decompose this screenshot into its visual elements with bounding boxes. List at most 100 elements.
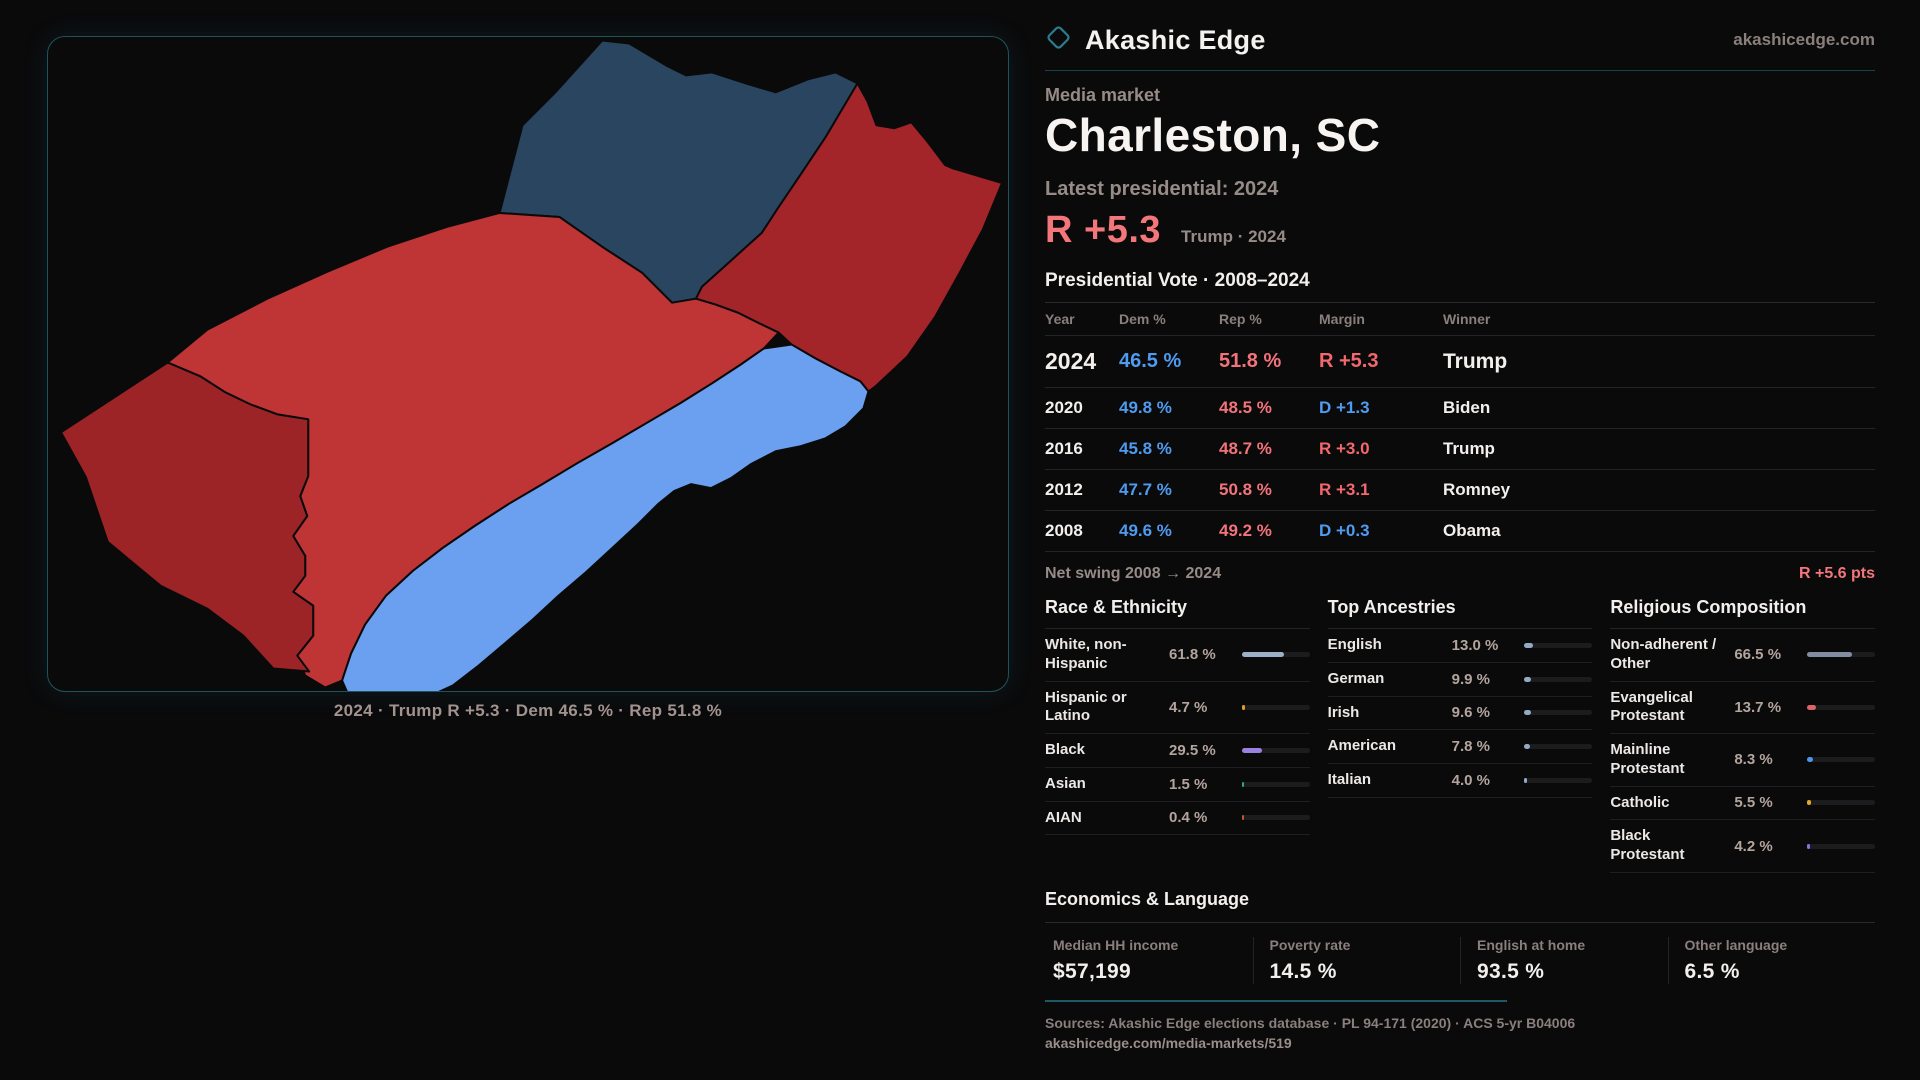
stat-label: Irish: [1327, 703, 1360, 721]
stat-bar-fill: [1524, 710, 1531, 716]
demographics-columns: Race & Ethnicity White, non-Hispanic 61.8 …: [1045, 597, 1875, 873]
vote-row-2024: 2024 46.5 % 51.8 % R +5.3 Trump: [1045, 336, 1875, 388]
economics-stat-label: Poverty rate: [1269, 936, 1351, 953]
cell: 50.8 %: [1219, 480, 1272, 499]
economics-stat-value: 6.5 %: [1684, 959, 1740, 983]
stat-row: American 7.8 %: [1327, 730, 1593, 764]
cell: Biden: [1443, 398, 1491, 417]
stat-value: 1.5 %: [1169, 775, 1208, 793]
stat-value: 9.6 %: [1451, 704, 1491, 722]
stat-label: Italian: [1327, 771, 1372, 788]
economics-stat-value: 14.5 %: [1269, 959, 1337, 983]
latest-presidential-label: Latest presidential: 2024: [1045, 178, 1279, 200]
stat-bar-track: [1806, 652, 1875, 658]
stat-value: 61.8 %: [1169, 646, 1216, 664]
vote-row-2008: 2008 49.6 % 49.2 % D +0.3 Obama: [1045, 511, 1875, 552]
kicker-label: Media market: [1045, 85, 1161, 105]
stat-row: Asian 1.5 %: [1045, 768, 1310, 802]
cell: R +5.3: [1319, 350, 1379, 372]
column-header: Year: [1045, 311, 1075, 327]
vote-row-2012: 2012 47.7 % 50.8 % R +3.1 Romney: [1045, 470, 1875, 511]
stat-label: Asian: [1045, 774, 1086, 792]
vote-row-2016: 2016 45.8 % 48.7 % R +3.0 Trump: [1045, 429, 1875, 470]
stat-value: 4.2 %: [1734, 837, 1773, 855]
economics-stat: Poverty rate 14.5 %: [1252, 936, 1461, 984]
stat-bar-track: [1241, 781, 1310, 787]
header: Akashic Edge akashicedge.com: [1045, 24, 1875, 71]
economics-stats-row: Median HH income $57,199 Poverty rate 14.5 …: [1045, 923, 1875, 1000]
stat-bar-track: [1524, 744, 1593, 750]
vote-table-title: Presidential Vote · 2008–2024: [1045, 270, 1875, 303]
permalink-link[interactable]: akashicedge.com/media-markets/519: [1045, 1034, 1292, 1051]
map-caption: 2024 · Trump R +5.3 · Dem 46.5 % · Rep 5…: [333, 701, 723, 720]
economics-stat-label: English at home: [1477, 936, 1586, 953]
stat-bar-fill: [1806, 652, 1853, 658]
stat-bar-fill: [1806, 704, 1817, 710]
stat-bar-fill: [1241, 652, 1284, 658]
economics-stat: Median HH income $57,199: [1045, 937, 1253, 984]
stat-bar-fill: [1806, 757, 1813, 763]
stat-label: Catholic: [1610, 793, 1670, 811]
cell: 46.5 %: [1119, 350, 1182, 372]
stat-bar-fill: [1241, 704, 1245, 710]
stat-bar-fill: [1524, 744, 1530, 750]
cell: Trump: [1443, 439, 1495, 458]
stat-value: 4.0 %: [1451, 771, 1491, 789]
economics-title: Economics & Language: [1045, 889, 1875, 923]
cell: D +0.3: [1319, 521, 1370, 540]
stat-row: Hispanic or Latino 4.7 %: [1045, 682, 1310, 734]
stat-label: German: [1327, 669, 1385, 687]
county-shape-west[interactable]: [59, 361, 315, 673]
headline-margin-note: Trump · 2024: [1181, 227, 1286, 246]
stat-row: German 9.9 %: [1327, 663, 1593, 697]
stat-row: Italian 4.0 %: [1327, 764, 1593, 798]
market-profile: Akashic Edge akashicedge.com Media marke…: [1045, 24, 1875, 1051]
brand-site-link[interactable]: akashicedge.com: [1733, 30, 1875, 49]
stat-bar-fill: [1241, 815, 1244, 821]
sources-note: Sources: Akashic Edge elections database…: [1045, 1014, 1576, 1031]
stat-list: White, non-Hispanic 61.8 % Hispanic or Lat…: [1045, 628, 1310, 836]
brand-diamond-icon: [1045, 24, 1072, 56]
stat-bar-fill: [1241, 781, 1244, 787]
stat-row: Non-adherent / Other 66.5 %: [1610, 629, 1875, 682]
stat-label: Black: [1045, 741, 1086, 758]
presidential-vote-table: Year Dem % Rep % Margin Winner 2024 46.5 % 51.8…: [1045, 303, 1875, 552]
stat-list: Non-adherent / Other 66.5 % Evangelical Pr…: [1610, 628, 1875, 873]
stat-label: American: [1327, 737, 1397, 755]
county-shape-coastal[interactable]: [341, 343, 870, 691]
column-header: Margin: [1319, 311, 1365, 327]
stat-label: Black Protestant: [1610, 827, 1685, 863]
section-title: Race & Ethnicity: [1045, 597, 1188, 617]
stat-row: Black 29.5 %: [1045, 734, 1310, 768]
cell: Romney: [1443, 480, 1511, 499]
vote-row-2020: 2020 49.8 % 48.5 % D +1.3 Biden: [1045, 388, 1875, 429]
stat-bar-track: [1241, 815, 1310, 821]
economics-stat-value: 93.5 %: [1477, 959, 1545, 983]
economics-stat-label: Other language: [1684, 936, 1788, 953]
stat-value: 8.3 %: [1734, 751, 1773, 769]
stat-value: 4.7 %: [1169, 698, 1208, 716]
stat-bar-fill: [1524, 676, 1532, 682]
stat-bar-track: [1241, 747, 1310, 753]
stat-label: Evangelical Protestant: [1610, 688, 1693, 725]
stat-value: 9.9 %: [1451, 670, 1491, 688]
cell: 2012: [1045, 480, 1083, 499]
cell: 49.8 %: [1119, 398, 1172, 417]
stat-label: Non-adherent / Other: [1610, 636, 1717, 672]
stat-label: White, non-Hispanic: [1045, 636, 1127, 672]
stat-label: Mainline Protestant: [1610, 741, 1685, 777]
stat-value: 13.0 %: [1451, 636, 1499, 654]
stat-row: Mainline Protestant 8.3 %: [1610, 734, 1875, 787]
stat-row: Catholic 5.5 %: [1610, 787, 1875, 821]
stat-bar-track: [1241, 704, 1310, 710]
headline-margin-row: R +5.3 Trump · 2024: [1045, 209, 1875, 252]
stat-list: English 13.0 % German 9.9 % Irish 9.6 % Americ…: [1327, 628, 1593, 798]
stat-value: 13.7 %: [1734, 698, 1782, 716]
cell: 48.5 %: [1219, 398, 1272, 417]
stat-bar-fill: [1806, 800, 1811, 806]
cell: 51.8 %: [1219, 350, 1282, 372]
county-map-panel: [47, 36, 1009, 692]
vote-table-header: Year Dem % Rep % Margin Winner: [1045, 303, 1875, 336]
headline-margin-value: R +5.3: [1045, 209, 1162, 251]
demographics-column: Religious Composition Non-adherent / Othe…: [1610, 597, 1875, 873]
